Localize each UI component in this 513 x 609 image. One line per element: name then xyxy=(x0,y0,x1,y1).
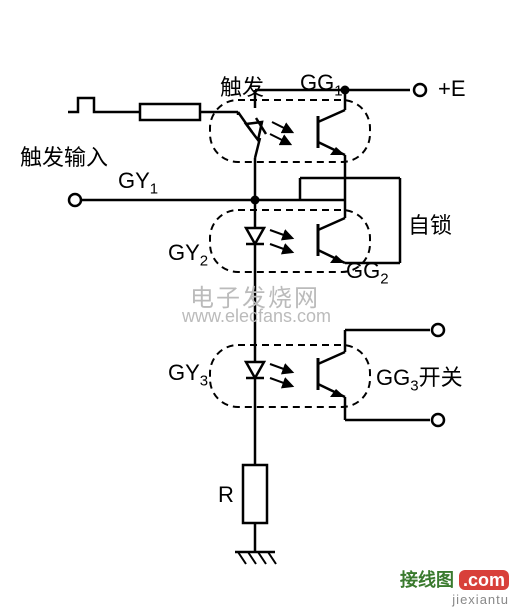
terminal-switch-top xyxy=(432,324,444,336)
terminal-switch-bottom xyxy=(432,414,444,426)
label-trigger: 触发 xyxy=(220,70,264,102)
label-trigger-input: 触发输入 xyxy=(20,140,108,172)
ground-icon xyxy=(235,552,276,564)
pulse-icon xyxy=(68,98,104,112)
resistor-r xyxy=(243,465,267,523)
label-r: R xyxy=(218,482,234,508)
label-gg2: GG2 xyxy=(346,258,389,287)
input-resistor xyxy=(140,104,200,120)
terminal-trigger-in xyxy=(69,194,81,206)
terminal-plus-e xyxy=(414,84,426,96)
label-gy1: GY1 xyxy=(118,168,158,197)
label-gg1: GG1 xyxy=(300,70,343,99)
label-gy2: GY2 xyxy=(168,240,208,269)
label-self-lock: 自锁 xyxy=(408,208,452,240)
watermark-en: www.elecfans.com xyxy=(182,306,331,327)
label-gg3: GG3开关 xyxy=(376,360,463,394)
label-plus-e: +E xyxy=(438,76,466,102)
footer-branding: 接线图 .com jiexiantu xyxy=(400,566,509,607)
label-gy3: GY3 xyxy=(168,360,208,389)
